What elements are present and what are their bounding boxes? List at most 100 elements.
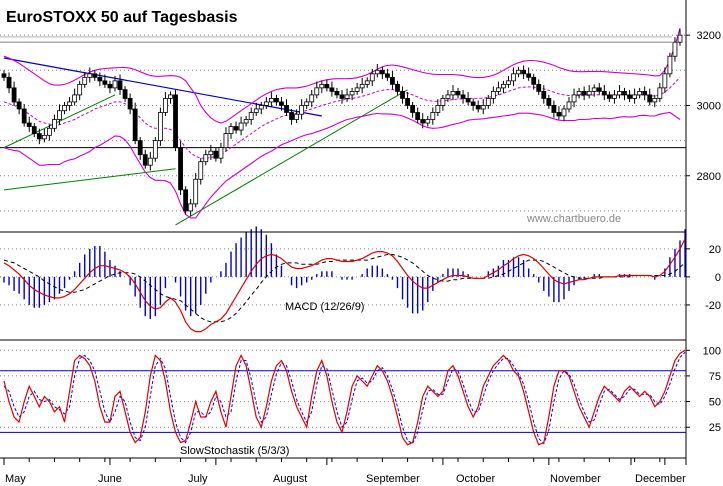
candle-body — [279, 101, 284, 106]
candle-body — [450, 90, 456, 96]
candle-body — [147, 157, 153, 166]
candle-body — [556, 112, 562, 117]
candle-body — [672, 41, 678, 57]
candle-body — [511, 73, 516, 82]
candle-body — [142, 154, 148, 166]
candle-body — [435, 105, 441, 113]
candle-body — [379, 69, 385, 75]
candle-body — [536, 83, 542, 92]
macd-axis-label: 0 — [715, 272, 721, 284]
stochastic-axis-label: 25 — [709, 422, 721, 434]
stochastic-axis-label: 75 — [709, 371, 721, 383]
candle-body — [455, 90, 461, 96]
candle-body — [213, 150, 219, 159]
bollinger-upper — [3, 27, 681, 124]
panel-frames — [0, 0, 687, 465]
candle-body — [21, 108, 27, 124]
candle-body — [485, 98, 491, 106]
downtrend-line — [3, 57, 322, 117]
candle-body — [203, 154, 209, 163]
price-axis-label: 2800 — [697, 171, 721, 183]
candle-body — [16, 101, 22, 110]
candle-body — [531, 76, 537, 85]
bollinger-lower — [3, 111, 681, 219]
macd-axis-label: 20 — [709, 244, 721, 256]
candle-body — [299, 105, 305, 115]
candle-body — [319, 83, 325, 89]
candle-body — [57, 110, 62, 120]
candle-body — [248, 112, 254, 120]
candle-body — [97, 76, 103, 82]
candle-body — [289, 112, 294, 120]
candle-body — [652, 98, 658, 103]
candle-body — [627, 94, 632, 99]
candle-body — [677, 34, 683, 43]
stochastic-axis: 25 50 75 100 — [686, 345, 721, 434]
candle-body — [11, 87, 17, 103]
bollinger-bands — [3, 27, 681, 219]
candle-body — [102, 80, 108, 85]
candle-body — [238, 122, 244, 131]
candle-body — [541, 90, 547, 99]
candle-body — [198, 161, 204, 180]
candle-body — [344, 94, 350, 99]
candle-body — [132, 108, 138, 142]
macd-axis-label: -20 — [705, 300, 721, 312]
candle-body — [112, 80, 118, 89]
candle-body — [354, 87, 360, 92]
candle-body — [637, 90, 643, 96]
candle-body — [617, 90, 622, 96]
candle-body — [183, 189, 189, 212]
candle-body — [395, 83, 400, 92]
stochastic-d-line — [3, 351, 686, 445]
candle-body — [495, 87, 501, 92]
stochastic-axis-label: 50 — [709, 397, 721, 409]
candle-body — [415, 112, 421, 120]
candle-body — [62, 105, 67, 112]
candle-body — [657, 87, 663, 99]
month-label: July — [188, 473, 208, 485]
chart-title: EuroSTOXX 50 auf Tagesbasis — [6, 9, 238, 26]
candle-body — [420, 119, 426, 124]
candle-body — [440, 98, 446, 106]
candle-body — [284, 105, 289, 113]
candle-body — [334, 90, 340, 96]
month-label: October — [456, 473, 495, 485]
candle-body — [460, 94, 466, 99]
candle-body — [632, 94, 637, 99]
candle-body — [178, 147, 183, 191]
candle-body — [410, 105, 416, 113]
candle-body — [647, 94, 653, 103]
candle-body — [470, 101, 476, 106]
candle-body — [152, 140, 158, 159]
macd-grid — [0, 248, 686, 306]
candle-body — [314, 87, 320, 96]
candle-body — [223, 133, 229, 149]
candle-body — [612, 94, 617, 99]
candle-body — [193, 178, 199, 205]
stochastic-label: SlowStochastik (5/3/3) — [180, 445, 289, 457]
trendlines — [3, 57, 408, 226]
candle-body — [490, 90, 496, 99]
candle-body — [349, 90, 355, 96]
uptrend-line — [3, 168, 176, 191]
stochastic-lines — [3, 349, 686, 446]
month-label: September — [366, 473, 420, 485]
moving-average — [3, 76, 681, 159]
candle-body — [576, 90, 582, 96]
candle-body — [309, 94, 315, 103]
candle-body — [72, 94, 78, 103]
candle-body — [622, 90, 627, 96]
candle-body — [329, 87, 335, 92]
candle-body — [465, 98, 471, 103]
candle-body — [107, 83, 113, 89]
macd-lines — [3, 238, 686, 333]
candle-body — [1, 73, 7, 78]
price-axis-label: 3000 — [697, 100, 721, 112]
candle-body — [243, 119, 249, 124]
candle-body — [208, 150, 214, 156]
candle-body — [521, 69, 527, 75]
candle-body — [596, 87, 602, 92]
watermark: www.chartbuero.de — [526, 213, 621, 225]
candle-body — [606, 94, 612, 99]
